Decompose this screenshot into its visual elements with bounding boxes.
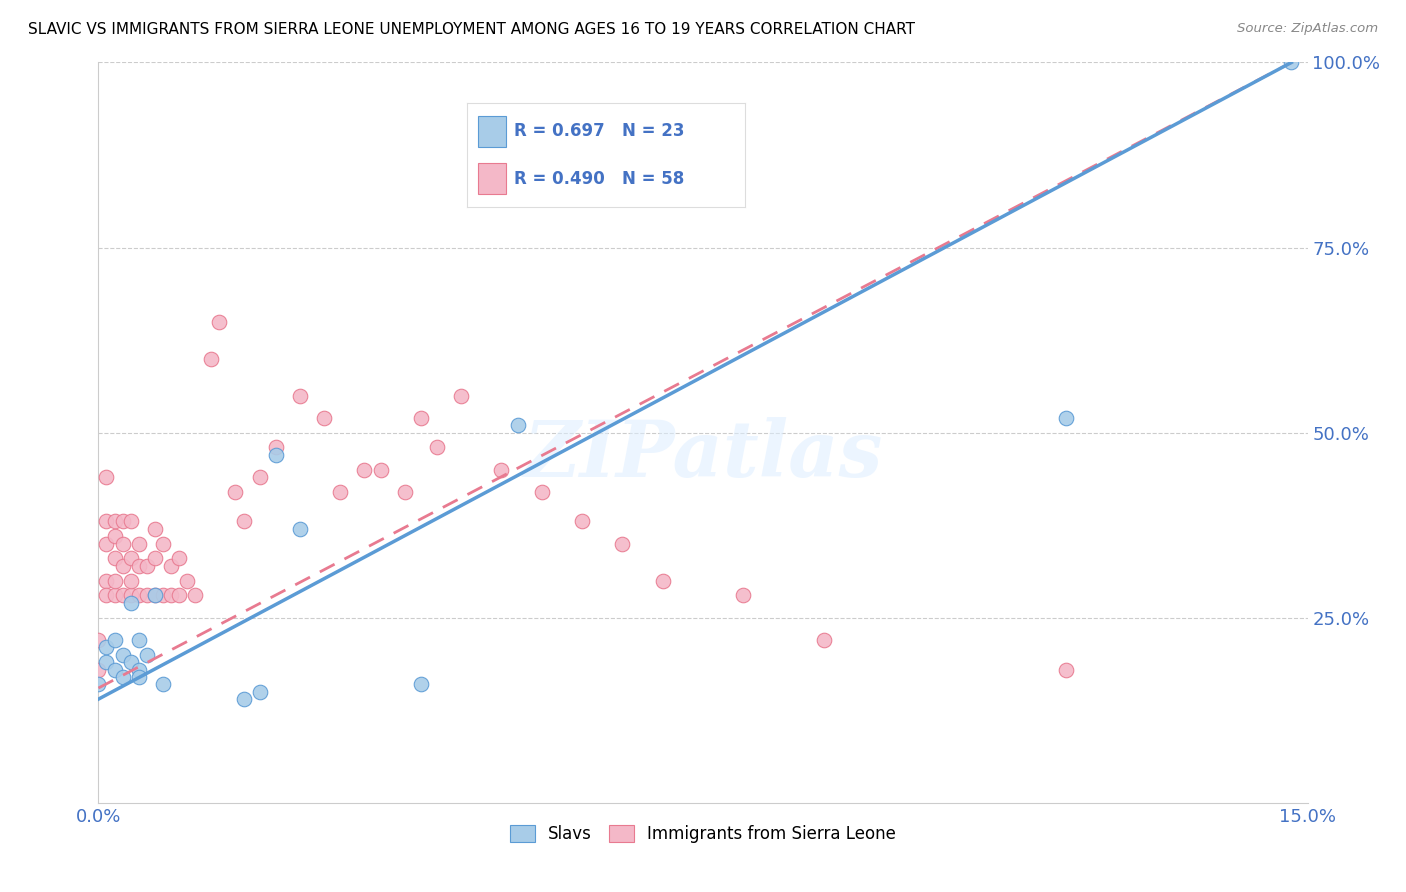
Point [96, 470, 118, 484]
Point [249, 470, 271, 484]
Point [249, 685, 271, 699]
Point [96, 589, 118, 603]
Point [120, 551, 142, 566]
Point [152, 536, 174, 550]
Point [143, 589, 166, 603]
Point [143, 589, 166, 603]
Point [264, 441, 287, 455]
Point [128, 589, 150, 603]
Point [450, 388, 472, 402]
Point [96, 640, 118, 655]
Point [120, 596, 142, 610]
Point [135, 558, 157, 573]
Point [135, 648, 157, 662]
Point [128, 558, 150, 573]
Point [208, 314, 231, 328]
Point [120, 655, 142, 669]
Point [353, 462, 375, 476]
Point [143, 551, 166, 566]
Point [167, 589, 190, 603]
Point [571, 515, 593, 529]
Point [128, 663, 150, 677]
Point [224, 484, 246, 499]
Point [87, 663, 110, 677]
Point [103, 663, 125, 677]
Point [160, 558, 183, 573]
Point [103, 632, 125, 647]
Point [160, 589, 183, 603]
Point [506, 418, 529, 433]
Point [128, 632, 150, 647]
Point [143, 522, 166, 536]
Point [612, 536, 634, 550]
Text: SLAVIC VS IMMIGRANTS FROM SIERRA LEONE UNEMPLOYMENT AMONG AGES 16 TO 19 YEARS CO: SLAVIC VS IMMIGRANTS FROM SIERRA LEONE U… [28, 22, 915, 37]
Point [96, 515, 118, 529]
Point [426, 441, 449, 455]
Point [111, 536, 134, 550]
Point [184, 589, 207, 603]
Text: ZIPatlas: ZIPatlas [523, 417, 883, 493]
Point [111, 648, 134, 662]
Point [111, 670, 134, 684]
Point [288, 522, 311, 536]
Point [314, 410, 336, 425]
Point [733, 589, 755, 603]
Point [167, 551, 190, 566]
Point [651, 574, 673, 588]
Legend: Slavs, Immigrants from Sierra Leone: Slavs, Immigrants from Sierra Leone [503, 819, 903, 850]
Point [96, 536, 118, 550]
Point [103, 589, 125, 603]
Point [1054, 410, 1077, 425]
Point [103, 574, 125, 588]
Point [135, 589, 157, 603]
Point [120, 515, 142, 529]
Point [96, 655, 118, 669]
Point [370, 462, 392, 476]
Point [111, 589, 134, 603]
Point [87, 677, 110, 691]
Point [491, 462, 513, 476]
Point [111, 558, 134, 573]
Point [1054, 663, 1077, 677]
Point [200, 351, 222, 366]
Point [152, 589, 174, 603]
Point [103, 551, 125, 566]
Point [264, 448, 287, 462]
Point [120, 589, 142, 603]
Point [232, 515, 254, 529]
Point [813, 632, 835, 647]
Point [394, 484, 416, 499]
Point [87, 632, 110, 647]
Text: Source: ZipAtlas.com: Source: ZipAtlas.com [1237, 22, 1378, 36]
Point [1281, 55, 1303, 70]
Point [530, 484, 553, 499]
Point [409, 677, 432, 691]
Point [288, 388, 311, 402]
Point [128, 536, 150, 550]
Point [111, 515, 134, 529]
Point [120, 574, 142, 588]
Point [103, 515, 125, 529]
Point [103, 529, 125, 543]
Point [96, 574, 118, 588]
Point [329, 484, 352, 499]
Point [152, 677, 174, 691]
Point [409, 410, 432, 425]
Point [232, 692, 254, 706]
Point [176, 574, 198, 588]
Point [128, 670, 150, 684]
